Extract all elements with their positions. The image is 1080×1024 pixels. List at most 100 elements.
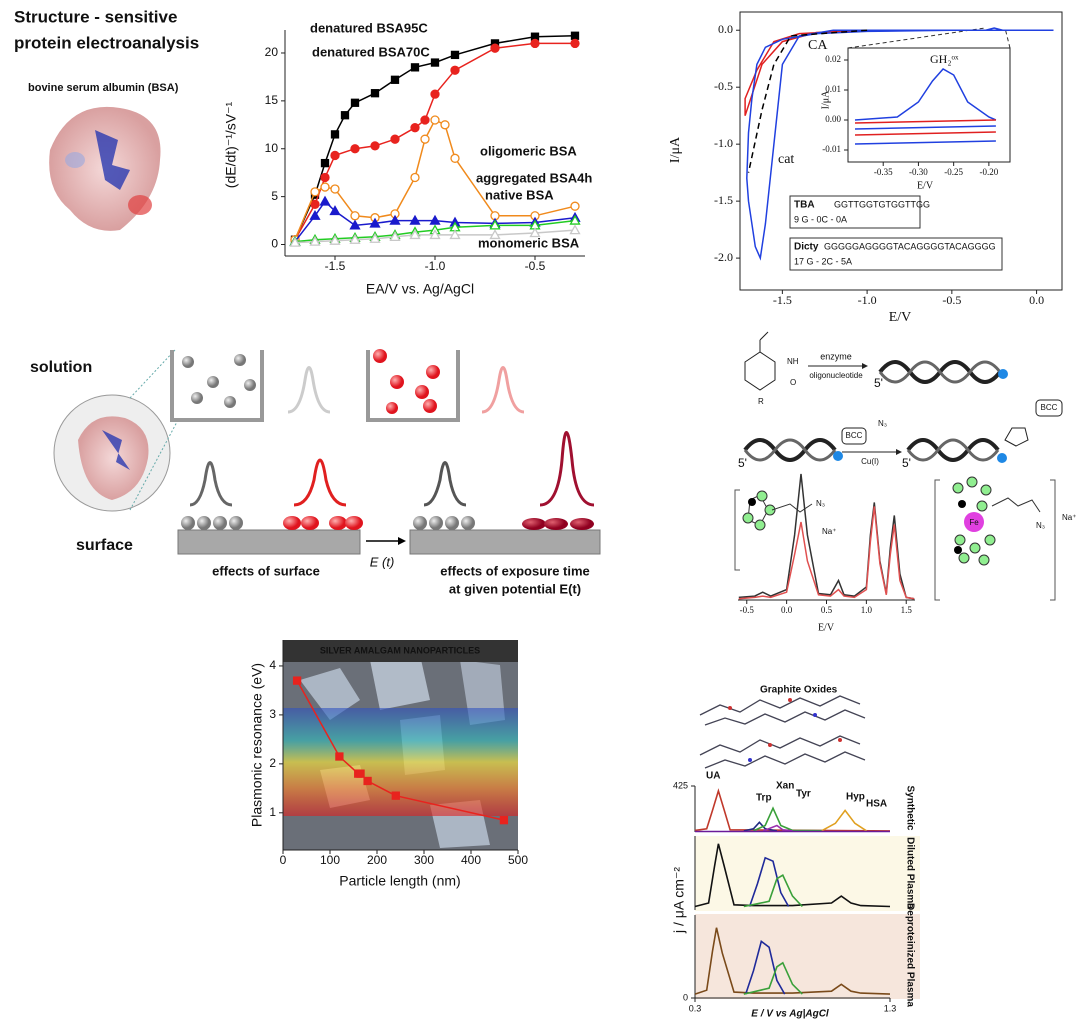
data-point <box>310 199 320 209</box>
data-point <box>340 111 350 120</box>
series-label: Tyr <box>796 789 811 800</box>
y-tick-label: -2.0 <box>714 250 733 264</box>
data-point <box>410 172 420 183</box>
data-point <box>409 214 421 225</box>
subtitle: bovine serum albumin (BSA) <box>28 82 179 94</box>
data-point <box>499 815 509 825</box>
counterion: Na⁺ <box>1062 513 1076 522</box>
x-tick-label: -1.5 <box>773 293 792 307</box>
y-tick-label: 0 <box>683 992 688 1002</box>
y-axis-label: I/μA <box>668 136 683 163</box>
x-tick-label: 100 <box>320 853 340 867</box>
x-axis-label: EA/V vs. Ag/AgCl <box>366 281 474 297</box>
data-point <box>390 75 400 84</box>
series-label: oligomeric BSA <box>480 143 577 158</box>
data-point <box>350 98 360 107</box>
data-line <box>738 506 915 600</box>
data-point <box>391 791 400 800</box>
data-point <box>363 776 372 786</box>
y-tick-label: 0 <box>271 237 278 251</box>
series-label: native BSA <box>485 187 554 202</box>
legend-sequence: GGTTGGTGTGGTTGG <box>834 199 930 209</box>
data-point <box>356 769 365 778</box>
chart: -0.5 0.0 0.5 1.0 1.5 E/V <box>738 473 915 633</box>
chart: 0.3 1.3 0 Deproteinized Plasma E / V vs Ag|A… <box>683 903 915 1020</box>
data-point <box>569 214 581 225</box>
chart: Diluted Plasma j / μA cm⁻² <box>671 836 915 934</box>
scheme-caption: effects of surface <box>212 563 320 578</box>
x-tick-label: -0.5 <box>740 605 755 615</box>
atom-label: N₃ <box>816 499 825 508</box>
protein-image <box>49 106 161 231</box>
data-point <box>350 144 360 154</box>
x-axis-label: E / V vs Ag|AgCl <box>751 1009 829 1020</box>
x-axis-label: E/V <box>917 180 934 191</box>
title-line: Structure - sensitive <box>14 7 177 26</box>
data-point <box>430 89 440 99</box>
legend-name: TBA <box>794 200 815 211</box>
data-point <box>370 141 380 151</box>
legend-composition: 9 G - 0C - 0A <box>794 214 847 224</box>
series-label: Xan <box>776 781 794 792</box>
x-tick-label: 1.3 <box>884 1003 897 1013</box>
data-point <box>349 233 361 244</box>
data-line <box>743 821 778 832</box>
chart-title: SILVER AMALGAM NANOPARTICLES <box>320 645 480 655</box>
data-point <box>410 123 420 133</box>
data-point <box>429 229 441 240</box>
atom-label: NH <box>787 357 799 366</box>
y-axis-label: j / μA cm⁻² <box>671 867 687 934</box>
series-label: denatured BSA95C <box>310 20 428 35</box>
x-tick-label: 1.5 <box>901 605 913 615</box>
data-point <box>329 205 341 216</box>
y-tick-label: 4 <box>269 658 276 672</box>
data-point <box>430 58 440 67</box>
chart: -1.5 -1.0 -0.5 0.0 0.0 -0.5 -1.0 -1.5 -2.0 E/V I/μ… <box>668 11 1063 325</box>
x-tick-label: 200 <box>367 853 387 867</box>
data-point <box>330 150 340 161</box>
annotation: GH₂ᵒˣ <box>930 52 959 66</box>
inset-connector <box>847 27 986 49</box>
series-label: Trp <box>756 793 772 804</box>
atom-label: N₃ <box>878 419 887 428</box>
chart: 0 100 200 300 400 500 1 2 3 4 SILVER AMALGAM NANOP… <box>249 640 528 889</box>
data-point <box>309 209 321 220</box>
data-point <box>450 50 460 60</box>
data-point <box>570 38 580 49</box>
data-point <box>389 231 401 241</box>
inset-connector <box>1004 27 1011 49</box>
x-tick-label: -0.30 <box>909 167 928 177</box>
data-point <box>489 229 501 240</box>
x-tick-label: -1.0 <box>425 259 446 273</box>
x-tick-label: -1.0 <box>858 293 877 307</box>
data-line <box>294 34 576 241</box>
data-point <box>450 65 460 75</box>
reaction-label: Cu(I) <box>861 457 879 466</box>
data-point <box>410 63 420 72</box>
atom-label: N₃ <box>1036 521 1045 530</box>
y-tick-label: 425 <box>673 780 688 790</box>
x-tick-label: -0.5 <box>525 259 546 273</box>
chart-title: Deproteinized Plasma <box>904 903 915 1007</box>
data-point <box>320 182 330 192</box>
data-point <box>289 236 301 247</box>
y-tick-label: -1.5 <box>714 193 733 207</box>
x-tick-label: 0.3 <box>689 1003 702 1013</box>
data-point <box>349 219 361 230</box>
data-line <box>694 843 891 908</box>
x-tick-label: 0.0 <box>781 605 793 615</box>
y-tick-label: 1 <box>269 805 276 819</box>
x-tick-label: 1.0 <box>861 605 873 615</box>
x-tick-label: 0.5 <box>821 605 833 615</box>
graphite-title: Graphite Oxides <box>760 685 838 696</box>
data-point <box>429 214 441 225</box>
x-tick-label: -1.5 <box>325 259 346 273</box>
x-tick-label: 0 <box>280 853 287 867</box>
data-line <box>854 131 996 136</box>
data-point <box>389 214 401 225</box>
data-line <box>694 927 891 995</box>
atom-label: O <box>790 378 796 387</box>
